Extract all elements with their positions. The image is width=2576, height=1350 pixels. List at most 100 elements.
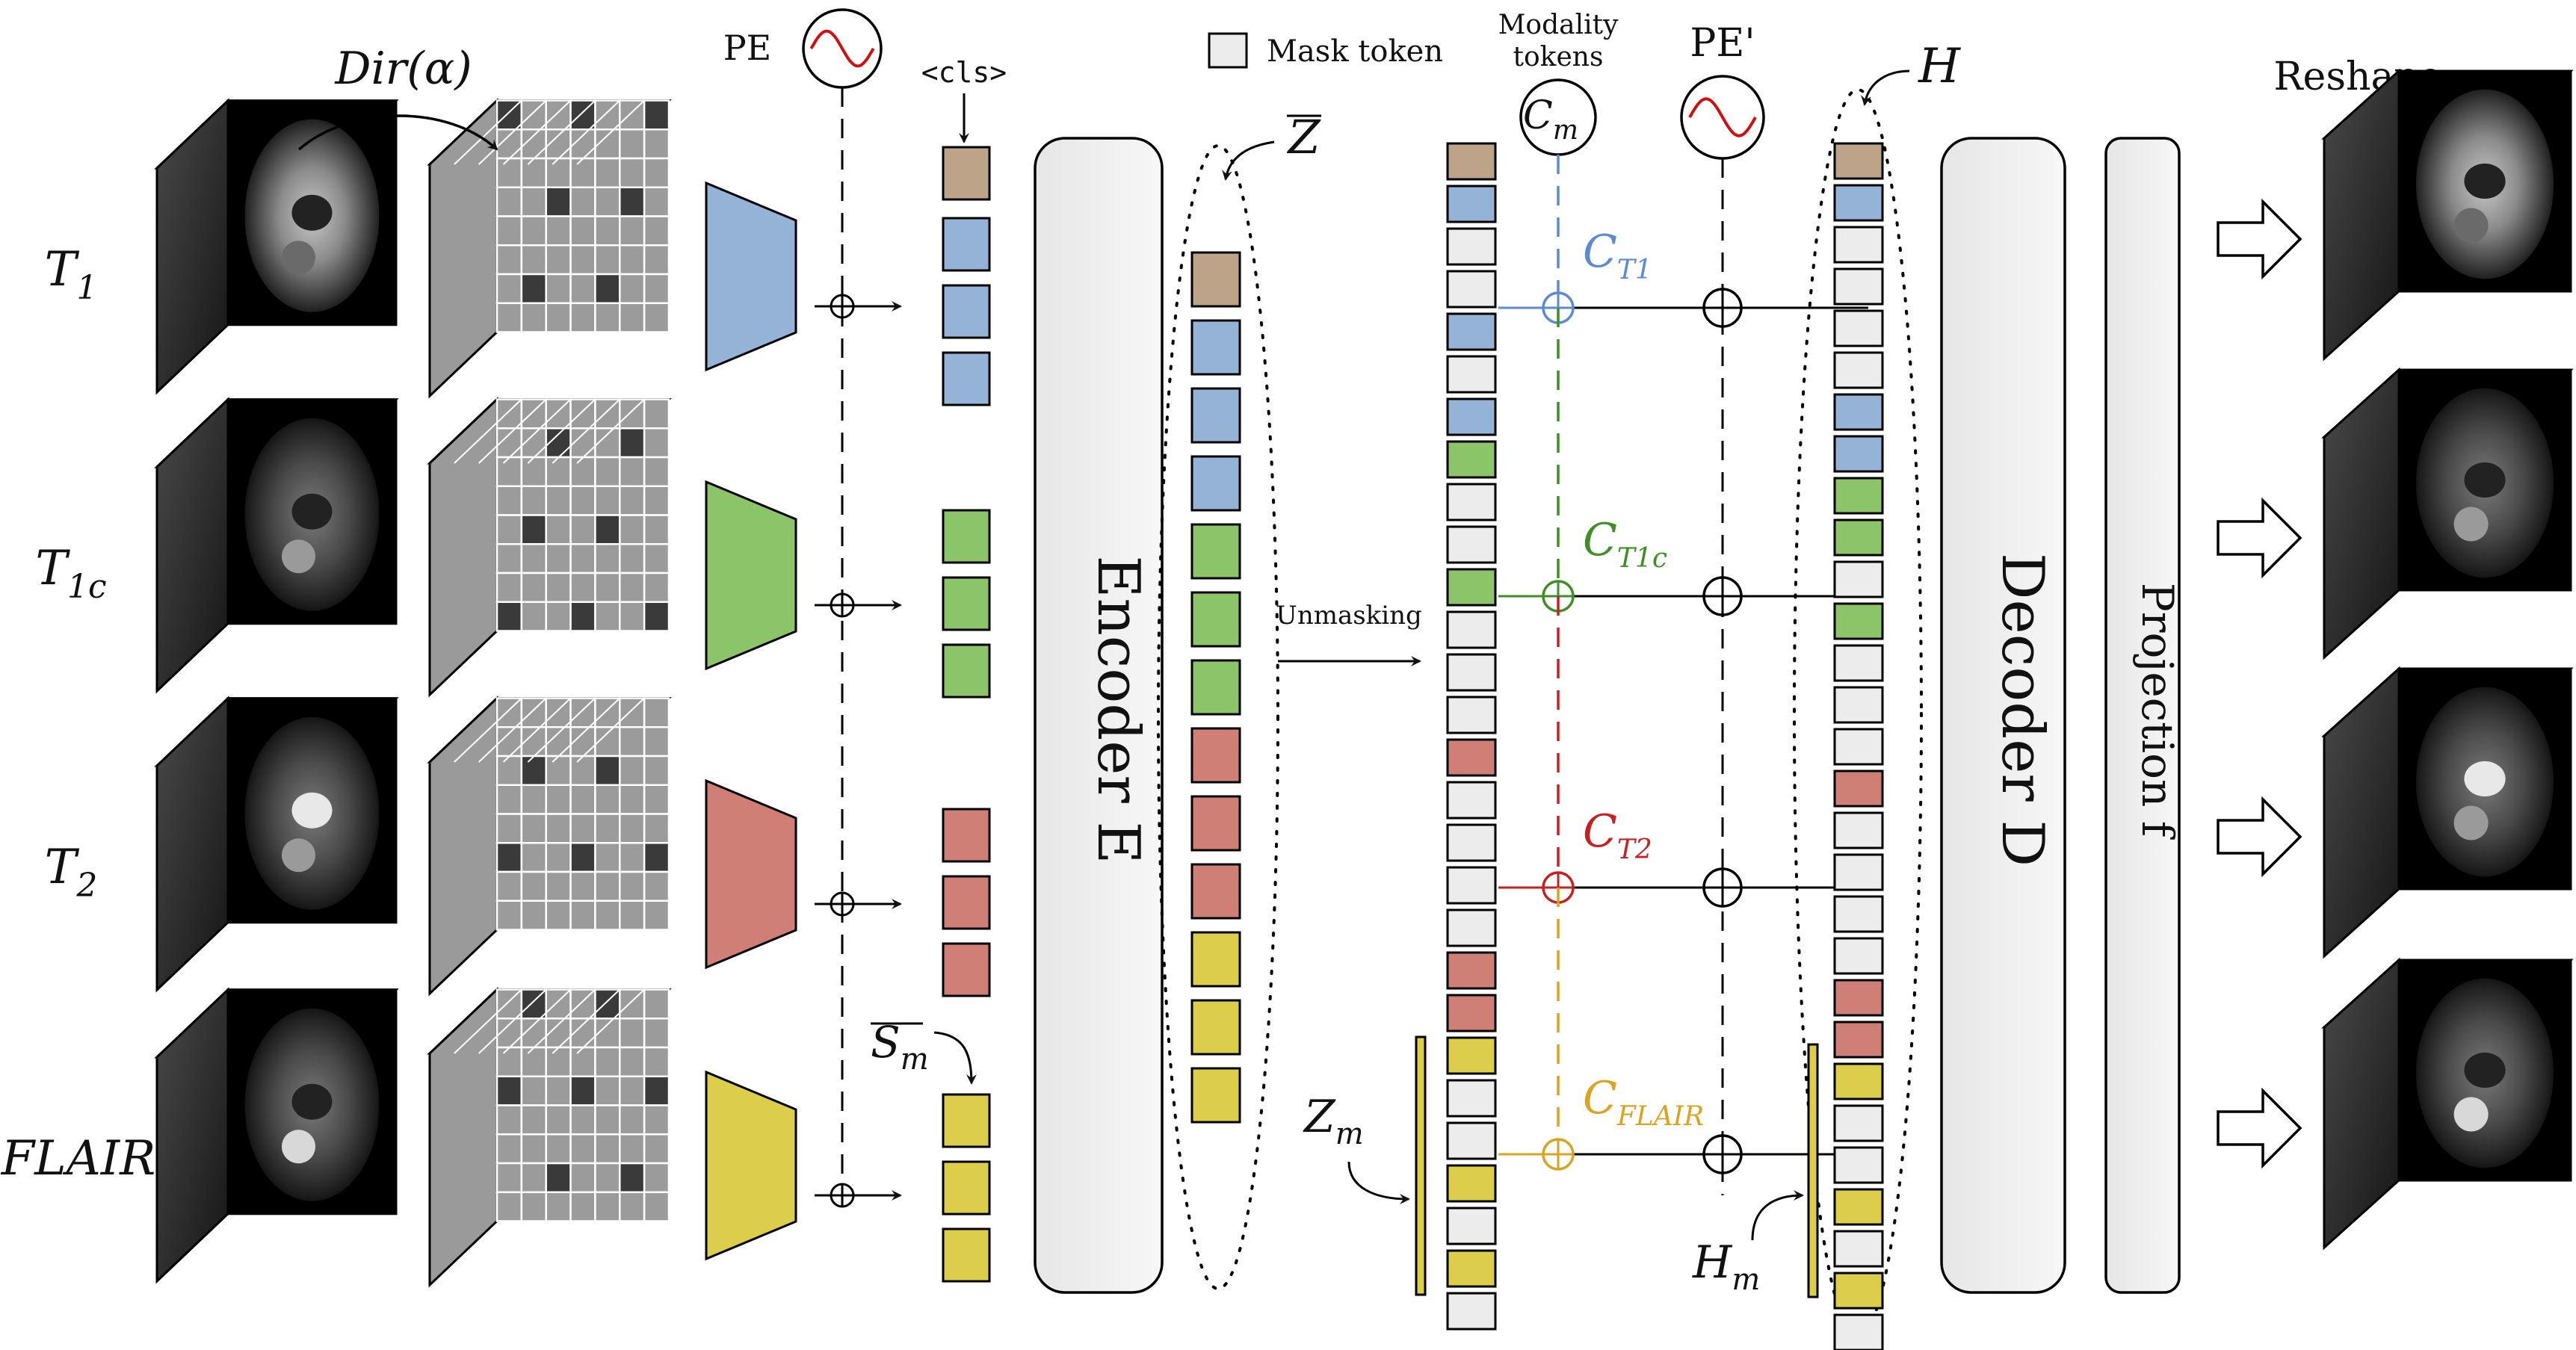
patch-cell bbox=[495, 543, 523, 575]
patch-cell bbox=[569, 1075, 596, 1106]
patch-cell bbox=[594, 514, 621, 545]
patch-cell bbox=[495, 572, 523, 603]
mri-cube-side bbox=[155, 696, 229, 993]
patch-cell bbox=[569, 514, 596, 545]
patch-cell bbox=[569, 1104, 596, 1136]
patch-cell bbox=[643, 99, 670, 131]
unmasked-token bbox=[1446, 1292, 1497, 1331]
z-bar-label: Z bbox=[1286, 110, 1321, 164]
output-row-2 bbox=[2217, 367, 2574, 660]
latent-token bbox=[1190, 863, 1241, 920]
unmasked-token bbox=[1446, 951, 1497, 990]
visible-token bbox=[942, 351, 991, 406]
patch-cell bbox=[569, 485, 596, 516]
patch-cell bbox=[495, 244, 523, 276]
patch-cell bbox=[619, 244, 646, 276]
patch-cell bbox=[520, 755, 547, 786]
patch-cell bbox=[495, 302, 523, 333]
unmasked-token bbox=[1446, 1121, 1497, 1160]
patch-cell bbox=[643, 813, 670, 844]
modality-tokens-label-1: Modality bbox=[1498, 10, 1619, 40]
h-token bbox=[1833, 895, 1884, 933]
patch-grid-line bbox=[502, 398, 572, 464]
unmasked-token bbox=[1446, 142, 1497, 181]
tumor-region bbox=[282, 838, 315, 873]
patch-cell bbox=[495, 273, 523, 304]
patch-cell bbox=[569, 870, 596, 902]
patch-cell bbox=[619, 1104, 646, 1136]
h-token bbox=[1833, 226, 1884, 264]
patch-cell bbox=[569, 784, 596, 815]
output-row-4 bbox=[2217, 957, 2574, 1251]
patch-grid-line bbox=[552, 697, 620, 763]
patch-grid-line bbox=[576, 99, 645, 165]
visible-token bbox=[942, 217, 991, 272]
patch-grid-line bbox=[478, 988, 547, 1054]
unmasked-token bbox=[1446, 312, 1497, 351]
patch-cell bbox=[619, 900, 646, 931]
tumor-region bbox=[2453, 507, 2489, 542]
patch-cell bbox=[619, 813, 646, 844]
patch-cell bbox=[594, 900, 621, 931]
patch-cell bbox=[520, 514, 547, 545]
patch-cell bbox=[545, 572, 572, 603]
patch-cell bbox=[569, 842, 596, 873]
patch-cell bbox=[643, 1191, 670, 1222]
patch-cell bbox=[643, 302, 670, 333]
patch-cell bbox=[545, 186, 572, 217]
patch-cell bbox=[619, 157, 646, 188]
patch-grid-line bbox=[576, 988, 645, 1054]
patch-cell bbox=[495, 813, 523, 844]
patch-cell bbox=[495, 870, 523, 902]
unmasked-token bbox=[1446, 696, 1497, 734]
patch-cell bbox=[619, 870, 646, 902]
patch-cell bbox=[643, 1046, 670, 1077]
visible-token bbox=[942, 942, 991, 997]
patch-grid-line bbox=[576, 398, 645, 464]
patch-grid-line bbox=[552, 398, 620, 464]
modality-code-label: CT2 bbox=[1583, 805, 1652, 865]
patch-cell bbox=[643, 1104, 670, 1136]
patch-cell bbox=[545, 813, 572, 844]
patch-cell bbox=[520, 1133, 547, 1165]
patch-cell bbox=[643, 157, 670, 188]
patch-cell bbox=[569, 1046, 596, 1077]
patch-cell bbox=[545, 1046, 572, 1077]
patch-cell bbox=[520, 572, 547, 603]
modality-code-label: CT1c bbox=[1583, 514, 1667, 574]
mri-cube-side bbox=[155, 987, 229, 1284]
patch-cell bbox=[520, 215, 547, 247]
patch-cell bbox=[520, 842, 547, 873]
patch-cell bbox=[520, 186, 547, 217]
patch-cell bbox=[619, 215, 646, 247]
modality-code-label: CT1 bbox=[1583, 226, 1652, 285]
patch-embedding-layer bbox=[705, 1070, 797, 1261]
patch-cell bbox=[569, 755, 596, 786]
patch-cell bbox=[643, 186, 670, 217]
patch-cell bbox=[643, 244, 670, 276]
unmasked-token bbox=[1446, 483, 1497, 521]
h-token bbox=[1833, 477, 1884, 515]
patch-cell bbox=[594, 1104, 621, 1136]
patch-cell bbox=[643, 398, 670, 430]
patch-embedding-layer bbox=[705, 480, 797, 671]
patch-cell bbox=[520, 485, 547, 516]
latent-token bbox=[1190, 319, 1241, 376]
h-token bbox=[1833, 644, 1884, 682]
unmasked-token bbox=[1446, 227, 1497, 266]
mri-cube-side bbox=[155, 397, 229, 694]
patch-grid-line bbox=[454, 988, 522, 1054]
h-token bbox=[1833, 184, 1884, 222]
patch-cell bbox=[545, 842, 572, 873]
patch-cell bbox=[619, 514, 646, 545]
patch-cell bbox=[569, 572, 596, 603]
output-cube-side bbox=[2323, 68, 2400, 362]
h-label: H bbox=[1918, 39, 1961, 94]
patch-cell bbox=[643, 697, 670, 728]
patch-grid-line bbox=[527, 697, 596, 763]
output-cube-side bbox=[2323, 957, 2400, 1251]
patch-cell bbox=[643, 870, 670, 902]
patch-cell bbox=[545, 601, 572, 632]
visible-token bbox=[942, 1227, 991, 1283]
